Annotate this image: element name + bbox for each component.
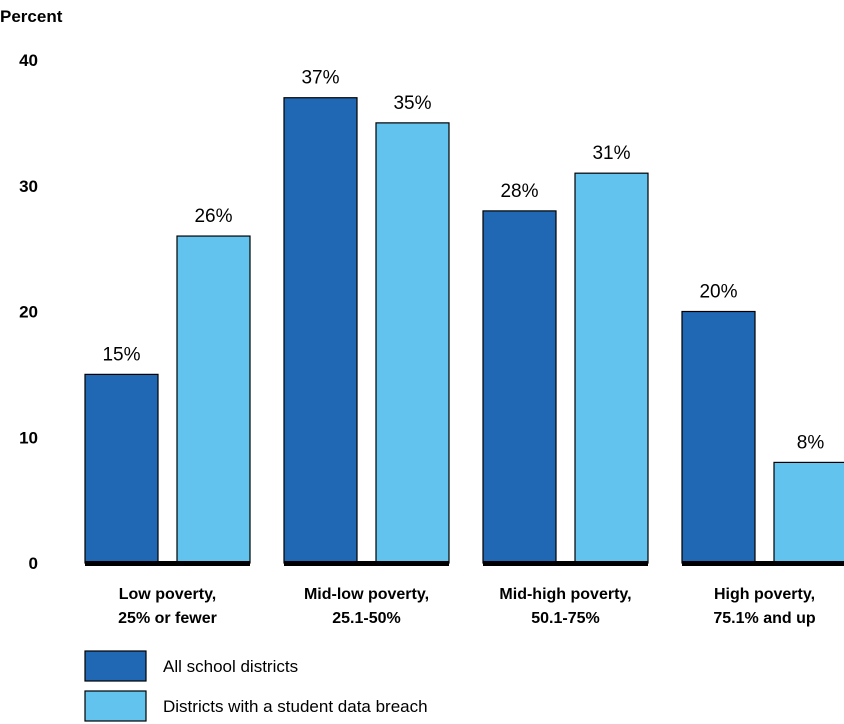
- y-axis-ticks: 0 10 20 30 40: [19, 51, 38, 573]
- x-tick-label: High poverty,: [714, 586, 815, 603]
- baseline-segment: [682, 561, 844, 566]
- data-label: 26%: [194, 206, 232, 227]
- data-label: 20%: [699, 282, 737, 303]
- bar: [283, 97, 358, 564]
- data-label: 15%: [102, 344, 140, 365]
- bar: [773, 461, 844, 564]
- baseline-segment: [85, 561, 250, 566]
- x-axis-baseline: [85, 561, 844, 566]
- legend-label: Districts with a student data breach: [163, 697, 428, 716]
- bar: [482, 210, 557, 564]
- x-tick-label: 25.1-50%: [332, 610, 401, 627]
- data-label: 31%: [592, 143, 630, 164]
- baseline-segment: [483, 561, 648, 566]
- y-tick-label: 10: [19, 428, 38, 447]
- data-label: 28%: [500, 181, 538, 202]
- x-tick-label: Mid-high poverty,: [499, 586, 631, 603]
- data-label: 8%: [797, 432, 825, 453]
- bar: [176, 235, 251, 564]
- y-axis-label: Percent: [0, 7, 63, 26]
- bar: [84, 373, 159, 564]
- y-tick-label: 0: [29, 554, 38, 573]
- baseline-segment: [284, 561, 449, 566]
- bar: [375, 122, 450, 564]
- legend-label: All school districts: [163, 657, 298, 676]
- x-tick-label: 25% or fewer: [118, 610, 217, 627]
- data-label: 37%: [301, 68, 339, 89]
- y-tick-label: 20: [19, 303, 38, 322]
- x-tick-label: 50.1-75%: [531, 610, 600, 627]
- legend-swatch: [84, 690, 147, 722]
- bar: [574, 172, 649, 564]
- legend: All school districts Districts with a stu…: [84, 650, 428, 722]
- legend-swatch: [84, 650, 147, 682]
- bar: [681, 310, 756, 564]
- x-axis-labels: Low poverty, 25% or fewer Mid-low poverty,…: [118, 586, 816, 627]
- y-tick-label: 40: [19, 51, 38, 70]
- y-tick-label: 30: [19, 177, 38, 196]
- x-tick-label: Mid-low poverty,: [304, 586, 429, 603]
- x-tick-label: 75.1% and up: [713, 610, 815, 627]
- x-tick-label: Low poverty,: [119, 586, 217, 603]
- bars: 15% 26% 37% 35% 28% 31% 20% 8%: [84, 68, 844, 564]
- data-label: 35%: [393, 93, 431, 114]
